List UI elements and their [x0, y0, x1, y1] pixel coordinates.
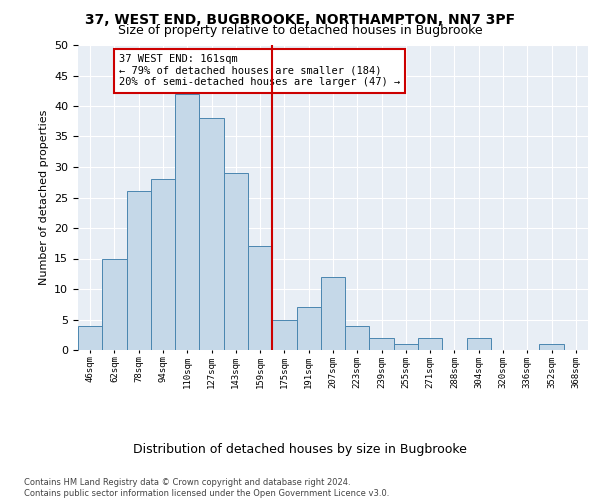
Text: 37 WEST END: 161sqm
← 79% of detached houses are smaller (184)
20% of semi-detac: 37 WEST END: 161sqm ← 79% of detached ho…	[119, 54, 400, 88]
Bar	[296, 308, 321, 350]
Bar	[102, 258, 127, 350]
Bar	[394, 344, 418, 350]
Text: Distribution of detached houses by size in Bugbrooke: Distribution of detached houses by size …	[133, 442, 467, 456]
Y-axis label: Number of detached properties: Number of detached properties	[38, 110, 49, 285]
Bar	[78, 326, 102, 350]
Bar	[199, 118, 224, 350]
Bar	[272, 320, 296, 350]
Bar	[370, 338, 394, 350]
Bar	[539, 344, 564, 350]
Bar	[467, 338, 491, 350]
Text: Size of property relative to detached houses in Bugbrooke: Size of property relative to detached ho…	[118, 24, 482, 37]
Bar	[175, 94, 199, 350]
Bar	[224, 173, 248, 350]
Bar	[151, 179, 175, 350]
Bar	[248, 246, 272, 350]
Bar	[321, 277, 345, 350]
Bar	[345, 326, 370, 350]
Text: 37, WEST END, BUGBROOKE, NORTHAMPTON, NN7 3PF: 37, WEST END, BUGBROOKE, NORTHAMPTON, NN…	[85, 12, 515, 26]
Bar	[418, 338, 442, 350]
Bar	[127, 192, 151, 350]
Text: Contains HM Land Registry data © Crown copyright and database right 2024.
Contai: Contains HM Land Registry data © Crown c…	[24, 478, 389, 498]
